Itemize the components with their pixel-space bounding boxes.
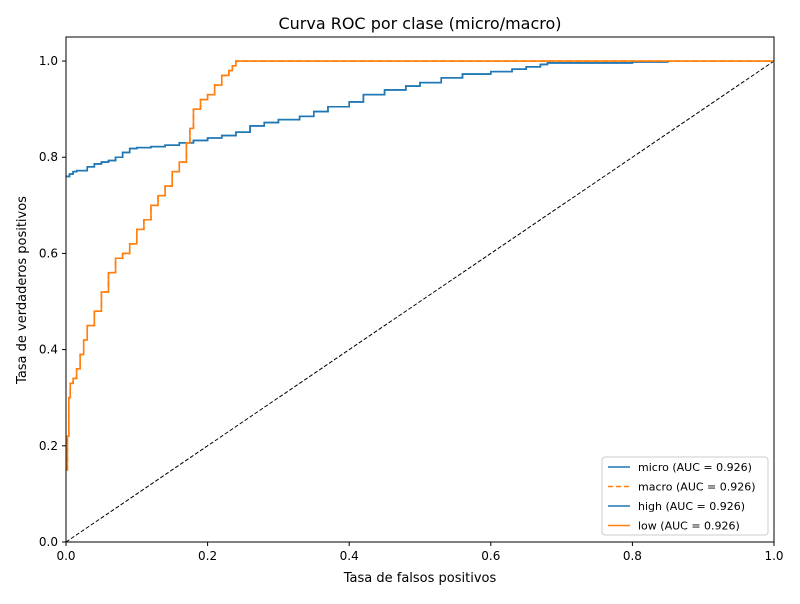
plot-frame xyxy=(65,36,775,543)
y-tick-label: 0.4 xyxy=(39,343,58,357)
x-tick-label: 0.8 xyxy=(623,549,642,563)
x-axis-label: Tasa de falsos positivos xyxy=(343,571,497,586)
series-line-2 xyxy=(66,61,669,178)
x-tick-label: 0.0 xyxy=(56,549,75,563)
y-tick-label: 0.0 xyxy=(39,535,58,549)
y-axis-label: Tasa de verdaderos positivos xyxy=(15,196,30,385)
y-axis: 0.0 0.2 0.4 0.6 0.8 1.0 xyxy=(39,54,66,549)
series-line-3 xyxy=(66,60,774,471)
x-axis: 0.0 0.2 0.4 0.6 0.8 1.0 xyxy=(56,542,784,563)
chart-title: Curva ROC por clase (micro/macro) xyxy=(278,14,561,33)
legend-label-0: micro (AUC = 0.926) xyxy=(638,461,752,474)
legend-frame xyxy=(601,456,769,536)
legend-label-1: macro (AUC = 0.926) xyxy=(638,481,756,494)
legend-label-3: low (AUC = 0.926) xyxy=(638,520,740,533)
series-layer xyxy=(66,60,774,471)
x-tick-label: 1.0 xyxy=(764,549,783,563)
y-tick-label: 1.0 xyxy=(39,54,58,68)
y-tick-label: 0.8 xyxy=(39,150,58,164)
legend-label-2: high (AUC = 0.926) xyxy=(638,500,745,513)
legend-items: micro (AUC = 0.926) macro (AUC = 0.926) hi… xyxy=(608,461,756,533)
legend: micro (AUC = 0.926) macro (AUC = 0.926) hi… xyxy=(601,456,769,536)
x-tick-label: 0.6 xyxy=(481,549,500,563)
x-tick-label: 0.4 xyxy=(340,549,359,563)
reference-diagonal-line xyxy=(65,60,775,543)
x-tick-label: 0.2 xyxy=(198,549,217,563)
y-tick-label: 0.6 xyxy=(39,246,58,260)
y-tick-label: 0.2 xyxy=(39,439,58,453)
